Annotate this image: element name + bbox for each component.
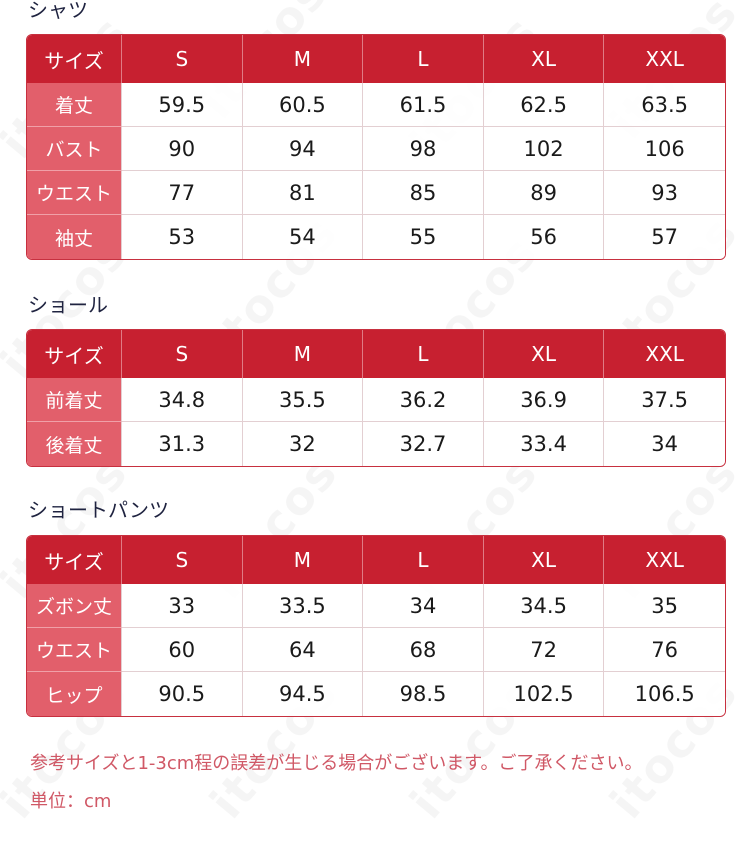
size-disclaimer-note: 参考サイズと1-3cm程の誤差が生じる場合がございます。ご了承ください。	[30, 753, 643, 774]
table-cell: 61.5	[363, 83, 484, 127]
table-cell: 60	[122, 628, 243, 672]
table-row: ウエスト 77 81 85 89 93	[27, 171, 725, 215]
table-cell: 94	[242, 127, 364, 171]
table-header-row: サイズ S M L XL XXL	[27, 35, 725, 83]
header-size-xxl: XXL	[604, 536, 725, 584]
table-cell: 81	[242, 171, 364, 215]
table-cell: 106.5	[604, 672, 725, 716]
table-cell: 37.5	[604, 378, 725, 422]
table-cell: 35.5	[242, 378, 364, 422]
header-size-label: サイズ	[27, 35, 122, 83]
shawl-size-table: サイズ S M L XL XXL 前着丈 34.8 35.5 36.2 36.9…	[26, 329, 726, 467]
header-size-label: サイズ	[27, 536, 122, 584]
table-cell: 102.5	[483, 672, 605, 716]
table-row: 着丈 59.5 60.5 61.5 62.5 63.5	[27, 83, 725, 127]
table-cell: 89	[483, 171, 605, 215]
table-cell: 36.2	[363, 378, 484, 422]
table-cell: 33.4	[483, 422, 605, 466]
row-label: 前着丈	[27, 378, 122, 422]
header-size-s: S	[122, 330, 243, 378]
table-cell: 94.5	[242, 672, 364, 716]
table-cell: 93	[604, 171, 725, 215]
row-label: バスト	[27, 127, 122, 171]
table-cell: 55	[363, 215, 484, 259]
unit-note: 単位：cm	[30, 791, 112, 812]
shawl-section-title: ショール	[28, 293, 108, 317]
table-cell: 64	[242, 628, 364, 672]
table-cell: 32	[242, 422, 364, 466]
table-cell: 63.5	[604, 83, 725, 127]
table-cell: 85	[363, 171, 484, 215]
table-row: 前着丈 34.8 35.5 36.2 36.9 37.5	[27, 378, 725, 422]
table-cell: 33.5	[242, 584, 364, 628]
shorts-section-title: ショートパンツ	[28, 498, 169, 522]
header-size-l: L	[363, 330, 484, 378]
table-cell: 102	[483, 127, 605, 171]
table-cell: 34	[604, 422, 725, 466]
table-row: 後着丈 31.3 32 32.7 33.4 34	[27, 422, 725, 466]
table-cell: 31.3	[122, 422, 243, 466]
row-label: ヒップ	[27, 672, 122, 716]
table-row: バスト 90 94 98 102 106	[27, 127, 725, 171]
header-size-m: M	[242, 35, 364, 83]
table-cell: 53	[122, 215, 243, 259]
table-cell: 90	[122, 127, 243, 171]
row-label: 袖丈	[27, 215, 122, 259]
table-row: ウエスト 60 64 68 72 76	[27, 628, 725, 672]
header-size-m: M	[242, 536, 364, 584]
header-size-xxl: XXL	[604, 35, 725, 83]
header-size-xl: XL	[483, 536, 605, 584]
table-cell: 98	[363, 127, 484, 171]
table-cell: 32.7	[363, 422, 484, 466]
header-size-s: S	[122, 536, 243, 584]
table-cell: 34.5	[483, 584, 605, 628]
table-row: ヒップ 90.5 94.5 98.5 102.5 106.5	[27, 672, 725, 716]
table-cell: 62.5	[483, 83, 605, 127]
header-size-s: S	[122, 35, 243, 83]
table-cell: 68	[363, 628, 484, 672]
row-label: ウエスト	[27, 628, 122, 672]
table-cell: 60.5	[242, 83, 364, 127]
table-cell: 33	[122, 584, 243, 628]
table-header-row: サイズ S M L XL XXL	[27, 330, 725, 378]
table-cell: 90.5	[122, 672, 243, 716]
table-row: ズボン丈 33 33.5 34 34.5 35	[27, 584, 725, 628]
table-cell: 35	[604, 584, 725, 628]
header-size-label: サイズ	[27, 330, 122, 378]
shirt-section-title: シャツ	[28, 0, 88, 22]
table-cell: 57	[604, 215, 725, 259]
table-cell: 106	[604, 127, 725, 171]
table-cell: 34	[363, 584, 484, 628]
row-label: ウエスト	[27, 171, 122, 215]
table-cell: 36.9	[483, 378, 605, 422]
row-label: ズボン丈	[27, 584, 122, 628]
header-size-l: L	[363, 536, 484, 584]
shorts-size-table: サイズ S M L XL XXL ズボン丈 33 33.5 34 34.5 35…	[26, 535, 726, 717]
header-size-l: L	[363, 35, 484, 83]
table-cell: 77	[122, 171, 243, 215]
table-header-row: サイズ S M L XL XXL	[27, 536, 725, 584]
header-size-xl: XL	[483, 35, 605, 83]
table-cell: 56	[483, 215, 605, 259]
header-size-m: M	[242, 330, 364, 378]
table-cell: 76	[604, 628, 725, 672]
row-label: 後着丈	[27, 422, 122, 466]
header-size-xxl: XXL	[604, 330, 725, 378]
header-size-xl: XL	[483, 330, 605, 378]
table-cell: 59.5	[122, 83, 243, 127]
table-cell: 98.5	[363, 672, 484, 716]
table-cell: 54	[242, 215, 364, 259]
shirt-size-table: サイズ S M L XL XXL 着丈 59.5 60.5 61.5 62.5 …	[26, 34, 726, 260]
table-cell: 34.8	[122, 378, 243, 422]
table-row: 袖丈 53 54 55 56 57	[27, 215, 725, 259]
table-cell: 72	[483, 628, 605, 672]
row-label: 着丈	[27, 83, 122, 127]
